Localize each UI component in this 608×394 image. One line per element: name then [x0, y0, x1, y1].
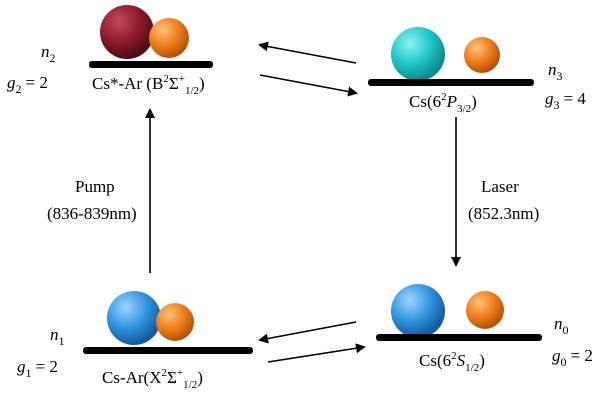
cs-atom-blue: [107, 291, 161, 345]
state-name-n1: Cs-Ar(X2Σ+1/2): [102, 367, 203, 391]
state-name-n3: Cs(62P3/2): [409, 91, 477, 115]
degeneracy-label-n3: g3 = 4: [545, 89, 586, 112]
level-n0: Cs(62S1/2) n0 g0 = 2: [376, 284, 593, 374]
ar-atom: [156, 303, 194, 341]
laser-wavelength: (852.3nm): [468, 204, 539, 223]
pump-label: Pump: [75, 177, 115, 196]
level-n2: Cs*-Ar (B2Σ+1/2) n2 g2 = 2: [7, 5, 213, 97]
degeneracy-label-n0: g0 = 2: [552, 346, 593, 369]
collision-arrow-n2-to-n3: [259, 74, 358, 97]
collision-arrow-n3-to-n2: [258, 41, 357, 64]
collision-arrow-n1-to-n0: [267, 343, 366, 363]
state-name-n0: Cs(62S1/2): [419, 350, 485, 374]
degeneracy-label-n2: g2 = 2: [7, 73, 48, 96]
laser-label: Laser: [481, 177, 519, 196]
level-n1: Cs-Ar(X2Σ+1/2) n1 g1 = 2: [17, 291, 253, 391]
energy-level-bar: [376, 334, 542, 341]
collision-arrow-n0-to-n1: [258, 321, 357, 344]
population-label-n2: n2: [41, 42, 56, 65]
ar-atom: [464, 37, 500, 73]
cs-atom-cyan: [391, 27, 445, 81]
cs-atom-blue: [391, 284, 445, 338]
population-label-n0: n0: [554, 314, 569, 337]
state-name-n2: Cs*-Ar (B2Σ+1/2): [92, 73, 205, 97]
energy-level-bar: [89, 61, 213, 68]
population-label-n1: n1: [50, 325, 65, 348]
energy-level-bar: [83, 347, 253, 354]
energy-level-bar: [368, 79, 534, 86]
pump-wavelength: (836-839nm): [47, 204, 137, 223]
cs-atom-excited: [100, 5, 154, 59]
ar-atom: [149, 18, 189, 58]
population-label-n3: n3: [548, 60, 563, 83]
ar-atom: [466, 291, 504, 329]
level-n3: Cs(62P3/2) n3 g3 = 4: [368, 27, 586, 115]
degeneracy-label-n1: g1 = 2: [17, 357, 58, 380]
